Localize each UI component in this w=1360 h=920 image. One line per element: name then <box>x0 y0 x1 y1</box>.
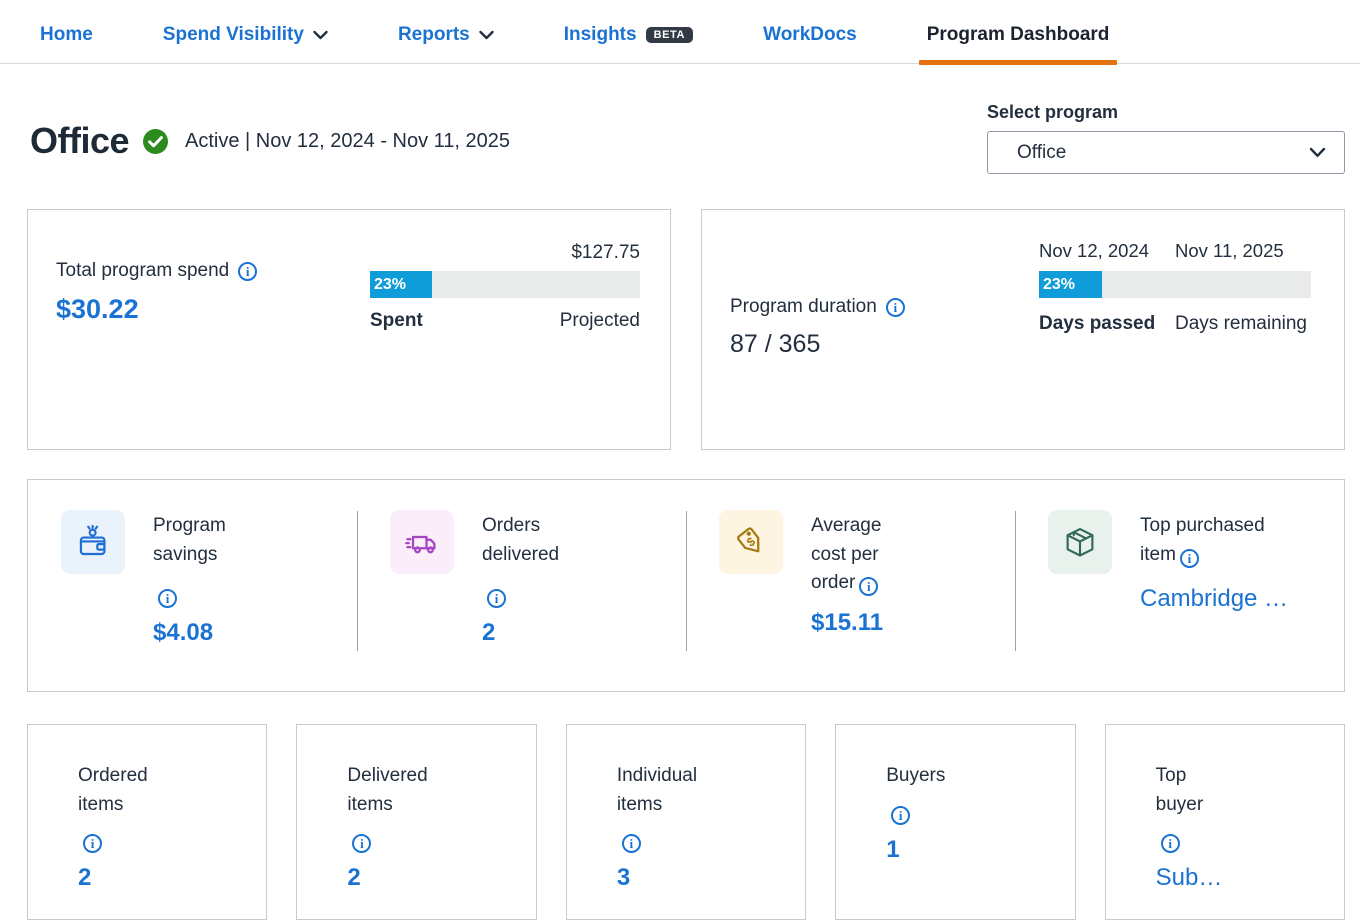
page-title: Office <box>30 120 130 161</box>
total-program-spend-card: Total program spend $30.22 $127.75 23% S… <box>27 209 671 450</box>
program-select-wrap: Select program Office <box>987 102 1345 174</box>
selected-program-value: Office <box>1017 141 1067 163</box>
info-icon[interactable] <box>1160 834 1180 853</box>
nav-item-program-dashboard[interactable]: Program Dashboard <box>918 24 1118 65</box>
individual-items-card: Individual items 3 <box>565 724 807 920</box>
spend-value: $30.22 <box>56 294 139 324</box>
buyers-card: Buyers 1 <box>835 724 1076 920</box>
card-label: Ordered items <box>78 765 148 815</box>
kpi-strip: Program savings $4.08 Orders delivered <box>27 479 1345 692</box>
kpi-label: Top purchased item <box>1140 510 1300 569</box>
nav-label: WorkDocs <box>763 24 857 45</box>
nav-label: Home <box>40 24 93 45</box>
select-program-label: Select program <box>987 102 1119 122</box>
wallet-icon <box>61 510 125 574</box>
kpi-top-purchased-item: Top purchased item Cambridge … <box>1015 480 1344 691</box>
nav-label: Insights <box>563 24 637 45</box>
card-value: 2 <box>78 864 92 891</box>
spend-left: Total program spend $30.22 <box>28 210 258 449</box>
projected-label: Projected <box>559 310 640 331</box>
kpi-orders-delivered: Orders delivered 2 <box>357 480 686 691</box>
card-label: Buyers <box>886 765 946 786</box>
nav-item-insights[interactable]: Insights BETA <box>563 24 694 63</box>
page-header: Office Active | Nov 12, 2024 - Nov 11, 2… <box>30 102 1345 174</box>
kpi-value: $15.11 <box>811 608 884 636</box>
program-duration-card: Program duration 87 / 365 Nov 12, 2024 N… <box>701 209 1345 450</box>
info-icon[interactable] <box>83 834 102 853</box>
item-stats-row: Ordered items 2 Delivered items 2 Indivi… <box>27 724 1346 920</box>
nav-item-spend-visibility[interactable]: Spend Visibility <box>163 24 328 63</box>
delivery-truck-icon <box>390 510 454 574</box>
package-icon <box>1048 510 1112 574</box>
kpi-label: Orders delivered <box>482 515 560 565</box>
info-icon[interactable] <box>885 297 905 317</box>
program-title-row: Office Active | Nov 12, 2024 - Nov 11, 2… <box>30 102 510 162</box>
kpi-label: Program savings <box>153 515 226 565</box>
spend-label-row: Total program spend <box>56 260 258 282</box>
spend-progress-bar: 23% <box>370 271 640 298</box>
duration-progress-block: Nov 12, 2024 Nov 11, 2025 23% Days passe… <box>1039 210 1311 449</box>
end-date: Nov 11, 2025 <box>1175 240 1284 261</box>
start-date: Nov 12, 2024 <box>1039 240 1150 261</box>
info-icon[interactable] <box>487 589 506 608</box>
kpi-average-cost-per-order: $ Average cost per order $15.11 <box>686 480 1015 691</box>
info-icon[interactable] <box>859 577 879 596</box>
card-value: 2 <box>347 864 361 891</box>
info-icon[interactable] <box>621 834 641 853</box>
spent-label: Spent <box>370 310 423 331</box>
card-label: Individual items <box>616 765 698 815</box>
duration-value: 87 / 365 <box>730 330 821 358</box>
duration-left: Program duration 87 / 365 <box>702 210 905 449</box>
program-status-text: Active | Nov 12, 2024 - Nov 11, 2025 <box>185 129 511 152</box>
card-value: 3 <box>616 864 631 891</box>
nav-item-workdocs[interactable]: WorkDocs <box>763 24 857 63</box>
top-navigation: Home Spend Visibility Reports Insights B… <box>0 0 1360 65</box>
nav-item-home[interactable]: Home <box>40 24 93 63</box>
spend-bar-labels: Spent Projected <box>370 310 640 332</box>
duration-bar-labels: Days passed Days remaining <box>1039 310 1311 339</box>
duration-dates-row: Nov 12, 2024 Nov 11, 2025 <box>1039 237 1311 265</box>
nav-label: Program Dashboard <box>926 24 1110 45</box>
duration-progress-bar: 23% <box>1039 270 1311 298</box>
chevron-down-icon <box>313 24 328 46</box>
info-icon[interactable] <box>891 805 911 825</box>
nav-item-reports[interactable]: Reports <box>398 24 494 63</box>
spend-progress-block: $127.75 23% Spent Projected <box>370 210 640 449</box>
program-select-dropdown[interactable]: Office <box>987 131 1345 174</box>
kpi-program-savings: Program savings $4.08 <box>28 480 357 691</box>
days-remaining-label: Days remaining <box>1175 312 1307 334</box>
kpi-value-link[interactable]: Cambridge … <box>1140 585 1289 612</box>
active-check-icon <box>142 128 169 155</box>
nav-label: Spend Visibility <box>162 24 304 45</box>
info-icon[interactable] <box>352 834 372 853</box>
beta-badge: BETA <box>645 27 694 43</box>
card-label: Delivered items <box>347 765 428 815</box>
delivered-items-card: Delivered items 2 <box>296 724 537 920</box>
duration-label-row: Program duration <box>730 296 905 318</box>
spend-label: Total program spend <box>56 260 230 281</box>
price-tag-icon: $ <box>719 510 783 574</box>
duration-label: Program duration <box>730 296 877 317</box>
kpi-label: Average cost per order <box>811 510 919 598</box>
summary-cards-row: Total program spend $30.22 $127.75 23% S… <box>27 209 1345 450</box>
chevron-down-icon <box>1309 147 1326 158</box>
info-icon[interactable] <box>158 589 177 608</box>
days-passed-label: Days passed <box>1039 312 1156 334</box>
projected-value: $127.75 <box>571 242 640 263</box>
card-value-link[interactable]: Sub… <box>1155 864 1223 891</box>
kpi-value: 2 <box>482 619 496 646</box>
duration-progress-fill: 23% <box>1039 270 1102 298</box>
kpi-value: $4.08 <box>153 619 214 646</box>
info-icon[interactable] <box>1179 548 1199 568</box>
chevron-down-icon <box>479 24 494 46</box>
card-label: Top buyer <box>1155 765 1204 815</box>
top-buyer-card: Top buyer Sub… <box>1104 724 1346 920</box>
card-value: 1 <box>886 835 900 863</box>
nav-label: Reports <box>397 24 470 45</box>
ordered-items-card: Ordered items 2 <box>27 724 268 920</box>
info-icon[interactable] <box>238 261 258 281</box>
spend-progress-fill: 23% <box>370 271 433 298</box>
